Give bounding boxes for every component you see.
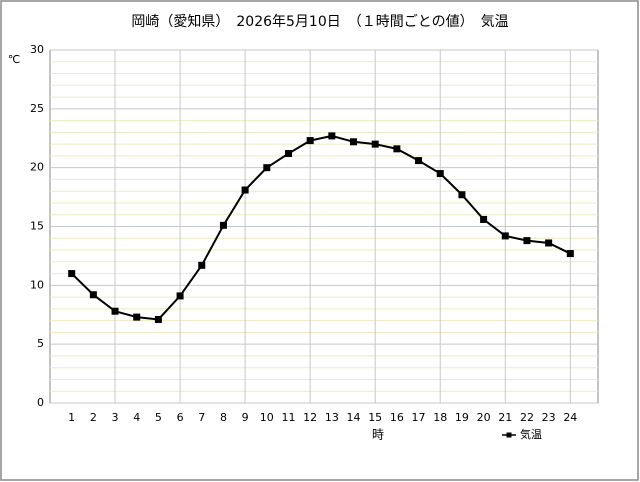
data-point [436, 170, 444, 178]
data-point [68, 270, 76, 278]
x-tick-label: 3 [112, 411, 119, 424]
y-tick-label: 20 [30, 161, 44, 174]
x-tick-label: 13 [325, 411, 339, 424]
chart-title: 岡崎（愛知県） 2026年5月10日 （１時間ごとの値） 気温 [131, 13, 508, 30]
data-point [458, 191, 466, 199]
data-point [284, 150, 292, 158]
data-point [176, 292, 184, 300]
x-tick-label: 16 [390, 411, 404, 424]
legend-label: 気温 [520, 427, 542, 441]
data-point [219, 221, 227, 229]
y-tick-label: 15 [30, 220, 44, 233]
x-tick-label: 9 [242, 411, 249, 424]
x-tick-label: 18 [433, 411, 447, 424]
x-tick-label: 11 [281, 411, 295, 424]
legend-marker [506, 432, 512, 438]
data-point [545, 239, 553, 247]
data-point [133, 313, 141, 321]
x-tick-label: 21 [498, 411, 512, 424]
x-tick-label: 1 [68, 411, 75, 424]
data-point [328, 132, 336, 140]
x-tick-label: 23 [542, 411, 556, 424]
y-tick-label: 30 [30, 43, 44, 56]
x-tick-label: 7 [198, 411, 205, 424]
x-tick-label: 5 [155, 411, 162, 424]
x-tick-label: 15 [368, 411, 382, 424]
x-tick-label: 19 [455, 411, 469, 424]
data-point [306, 137, 314, 145]
y-axis-label: ℃ [8, 53, 20, 66]
series-line [70, 134, 571, 321]
data-point [198, 261, 206, 269]
data-point [523, 237, 531, 245]
data-point [371, 140, 379, 148]
y-tick-label: 0 [37, 396, 44, 409]
x-tick-label: 2 [90, 411, 97, 424]
x-tick-label: 8 [220, 411, 227, 424]
x-tick-label: 17 [412, 411, 426, 424]
x-tick-label: 12 [303, 411, 317, 424]
data-point [480, 215, 488, 223]
data-point [241, 186, 249, 194]
x-tick-label: 24 [563, 411, 577, 424]
y-tick-label: 25 [30, 102, 44, 115]
data-point [111, 307, 119, 315]
x-tick-label: 14 [347, 411, 361, 424]
x-tick-label: 4 [133, 411, 140, 424]
x-tick-label: 6 [177, 411, 184, 424]
data-point [501, 232, 509, 240]
data-point [263, 164, 271, 172]
data-point [393, 145, 401, 153]
y-tick-label: 5 [37, 337, 44, 350]
x-tick-label: 22 [520, 411, 534, 424]
x-axis-label: 時 [372, 428, 384, 442]
x-tick-label: 20 [477, 411, 491, 424]
data-point [154, 315, 162, 323]
data-point [350, 138, 358, 146]
data-point [566, 250, 574, 258]
x-tick-label: 10 [260, 411, 274, 424]
y-tick-label: 10 [30, 278, 44, 291]
data-point [415, 157, 423, 165]
data-point [89, 291, 97, 299]
